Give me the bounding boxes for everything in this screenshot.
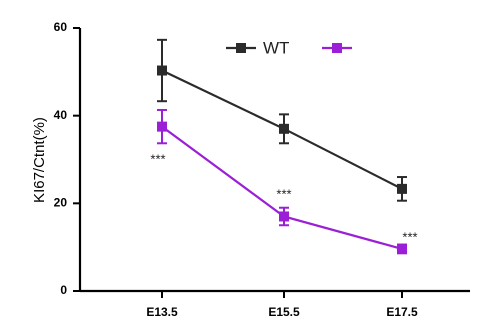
legend-label: WT xyxy=(263,38,289,57)
y-tick-label: 0 xyxy=(60,283,67,297)
legend-marker xyxy=(236,43,246,53)
significance-marker: *** xyxy=(402,229,417,244)
x-ticks: E13.5 E15.5 E17.5 xyxy=(146,291,418,319)
x-tick-label: E13.5 xyxy=(146,305,178,319)
data-point xyxy=(397,243,407,254)
series-layer xyxy=(157,38,407,255)
y-tick-label: 20 xyxy=(54,196,68,210)
data-point xyxy=(157,121,167,132)
legend: WT xyxy=(226,38,352,57)
x-tick-label: E17.5 xyxy=(386,305,418,319)
y-tick-label: 40 xyxy=(54,108,68,122)
data-point xyxy=(157,65,167,76)
series-1 xyxy=(157,38,407,202)
y-ticks: 0 20 40 60 xyxy=(54,20,80,297)
data-point xyxy=(279,211,289,222)
legend-item-1: WT xyxy=(226,38,289,57)
significance-marker: *** xyxy=(276,186,291,201)
data-point xyxy=(397,183,407,194)
x-tick-label: E15.5 xyxy=(268,305,300,319)
y-axis-label: KI67/Ctnt(%) xyxy=(31,117,48,203)
significance-marker: *** xyxy=(150,151,165,166)
y-tick-label: 60 xyxy=(54,20,68,34)
significance-annotations: *** *** *** xyxy=(150,151,417,244)
legend-marker xyxy=(332,43,342,53)
series-2 xyxy=(157,108,407,255)
data-point xyxy=(279,123,289,134)
legend-item-2 xyxy=(322,43,352,53)
